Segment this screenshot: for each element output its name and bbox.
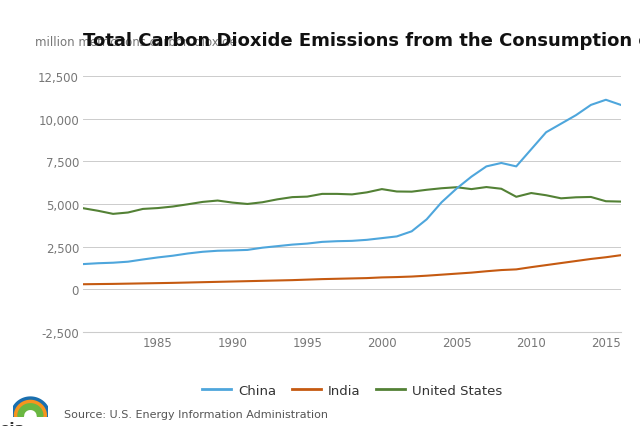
Text: eia: eia — [0, 421, 26, 426]
Text: million metric tons carbon dioxide: million metric tons carbon dioxide — [35, 36, 237, 49]
Text: Source: U.S. Energy Information Administration: Source: U.S. Energy Information Administ… — [64, 409, 328, 419]
Legend: China, India, United States: China, India, United States — [197, 379, 507, 402]
Text: Total Carbon Dioxide Emissions from the Consumption of Energy: Total Carbon Dioxide Emissions from the … — [83, 32, 640, 50]
